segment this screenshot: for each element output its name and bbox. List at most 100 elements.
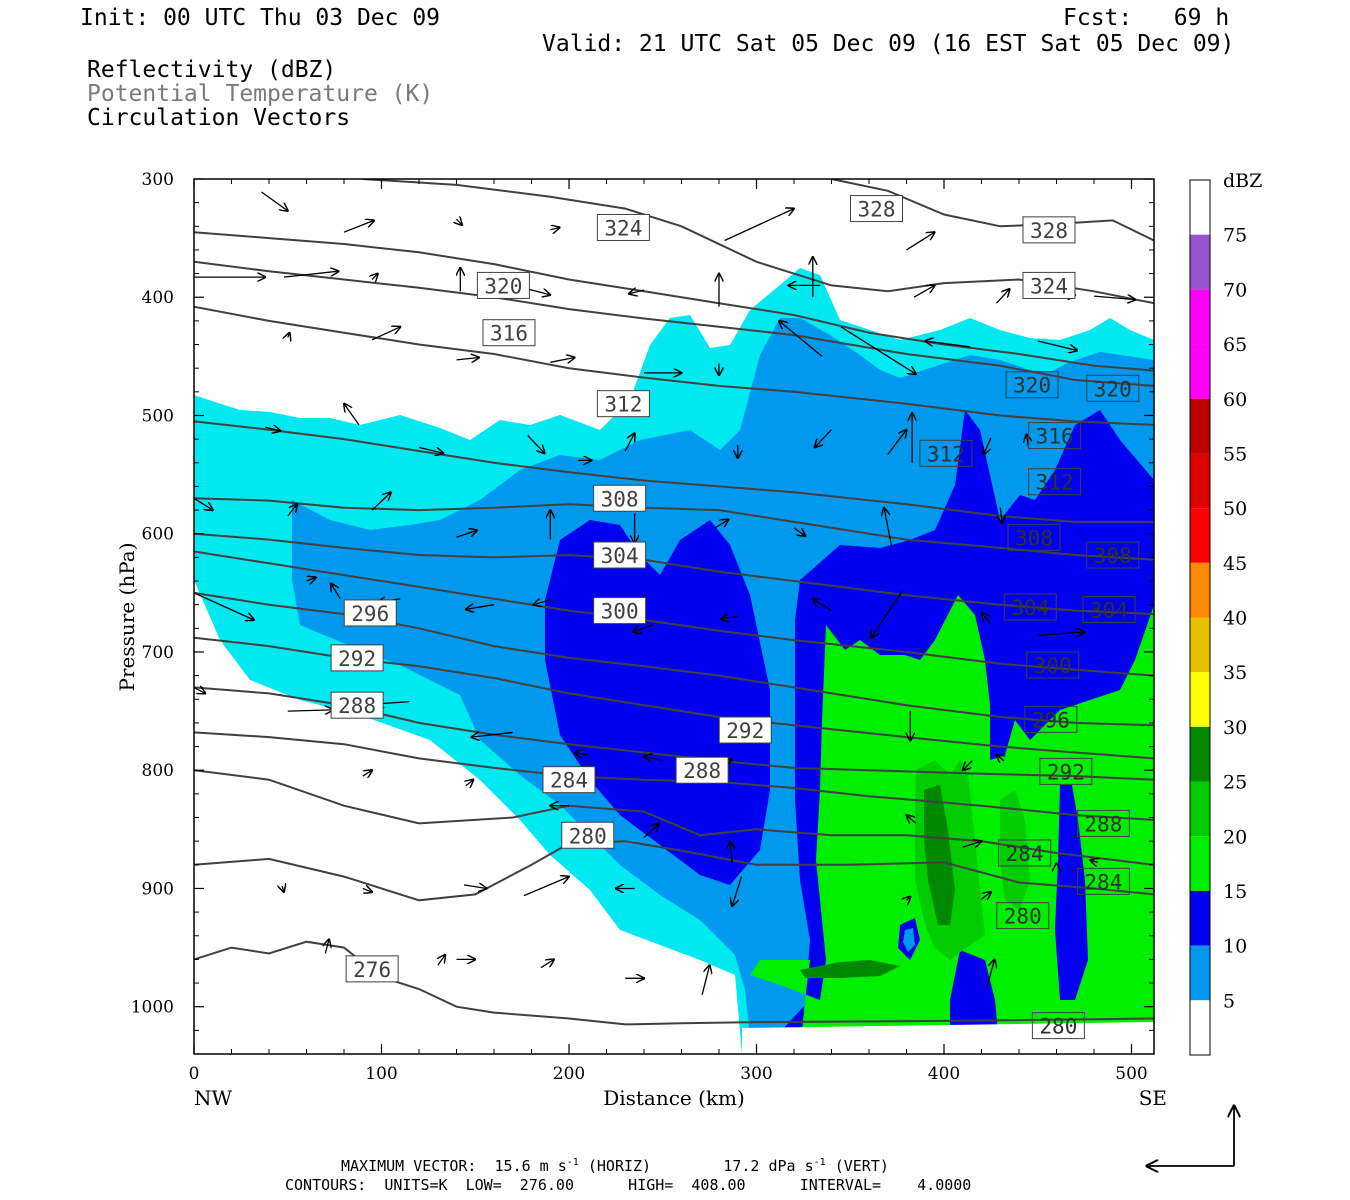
y-tick-label: 500 bbox=[142, 406, 174, 426]
colorbar-cell bbox=[1190, 945, 1210, 1001]
colorbar-cell bbox=[1190, 890, 1210, 946]
field-title-theta: Potential Temperature (K) bbox=[87, 81, 434, 107]
colorbar-label: 75 bbox=[1223, 225, 1247, 247]
theta-label-box bbox=[476, 271, 530, 299]
theta-label-box bbox=[343, 599, 397, 627]
circulation-vector bbox=[550, 358, 574, 363]
circulation-vector bbox=[194, 592, 254, 620]
circulation-vector bbox=[907, 815, 917, 823]
valid-time: Valid: 21 UTC Sat 05 Dec 09 (16 EST Sat … bbox=[542, 31, 1235, 57]
theta-label: 300 bbox=[601, 600, 639, 624]
y-tick-label: 400 bbox=[142, 288, 174, 308]
colorbar-label: 20 bbox=[1223, 826, 1247, 848]
theta-contour-line bbox=[194, 305, 1154, 426]
theta-label-box bbox=[1031, 1012, 1085, 1040]
max-vector-label: MAXIMUM VECTOR: bbox=[341, 1157, 477, 1175]
theta-label-box bbox=[919, 439, 973, 467]
circulation-vector bbox=[721, 617, 738, 619]
theta-contour-line bbox=[194, 260, 1154, 387]
theta-label: 324 bbox=[604, 216, 642, 240]
colorbar-cell bbox=[1190, 562, 1210, 618]
circulation-vector bbox=[306, 578, 316, 582]
circulation-vector bbox=[1037, 340, 1077, 351]
circulation-vector bbox=[963, 760, 973, 770]
theta-label: 308 bbox=[1015, 526, 1053, 550]
theta-label-box bbox=[593, 597, 647, 625]
circulation-vector bbox=[701, 965, 710, 996]
theta-label-box bbox=[596, 213, 650, 241]
circulation-vector bbox=[633, 624, 654, 632]
x-axis-label: Distance (km) bbox=[603, 1086, 745, 1110]
dbz-5-bottom-strip bbox=[742, 1022, 1154, 1054]
circulation-vector bbox=[343, 220, 374, 233]
theta-contour-line bbox=[194, 940, 1154, 1026]
circulation-vector bbox=[550, 228, 559, 230]
theta-contour-line bbox=[831, 179, 1154, 242]
circulation-vector bbox=[983, 437, 992, 455]
circulation-vector bbox=[730, 841, 732, 863]
theta-label-box bbox=[1076, 809, 1130, 837]
theta-label-box bbox=[675, 756, 729, 784]
circulation-vector bbox=[523, 877, 569, 897]
circulation-vector bbox=[472, 732, 513, 737]
circulation-vector bbox=[418, 446, 443, 453]
init-time: Init: 00 UTC Thu 03 Dec 09 bbox=[80, 5, 441, 31]
circulation-vector bbox=[1027, 434, 1029, 447]
dbz-15-column bbox=[1055, 785, 1088, 1000]
theta-label: 280 bbox=[1004, 905, 1042, 929]
circulation-vector bbox=[1090, 860, 1098, 862]
circulation-vector bbox=[466, 605, 495, 610]
theta-label: 304 bbox=[601, 544, 639, 568]
theta-label: 312 bbox=[927, 442, 965, 466]
theta-label-box bbox=[330, 691, 384, 719]
circulation-vector bbox=[371, 327, 400, 341]
circulation-vector bbox=[261, 191, 288, 211]
circulation-vector bbox=[840, 326, 916, 374]
theta-label-box bbox=[1003, 593, 1057, 621]
circulation-vector bbox=[624, 433, 634, 452]
colorbar-label: 55 bbox=[1223, 443, 1247, 465]
theta-label: 288 bbox=[1084, 812, 1122, 836]
circulation-vector bbox=[906, 232, 935, 251]
theta-label-box bbox=[1026, 651, 1080, 679]
circulation-vector bbox=[996, 289, 1010, 304]
theta-label-box bbox=[1007, 523, 1061, 551]
theta-label: 296 bbox=[1032, 708, 1070, 732]
max-vector-line: MAXIMUM VECTOR: 15.6 m s-1 (HORIZ) 17.2 … bbox=[341, 1158, 889, 1174]
circulation-vector bbox=[194, 497, 213, 510]
circulation-vector bbox=[714, 520, 728, 529]
theta-label-box bbox=[330, 644, 384, 672]
circulation-vector bbox=[575, 753, 588, 755]
circulation-vector bbox=[287, 710, 333, 711]
circulation-vector bbox=[371, 492, 391, 511]
circulation-vector bbox=[287, 504, 297, 517]
theta-label-box bbox=[998, 839, 1052, 867]
theta-contour-line bbox=[194, 840, 1154, 902]
colorbar-cell bbox=[1190, 726, 1210, 782]
dbz-10-pocket bbox=[903, 928, 915, 952]
circulation-vector bbox=[724, 209, 794, 242]
theta-label: 292 bbox=[1047, 760, 1085, 784]
theta-label: 296 bbox=[351, 602, 389, 626]
circulation-vector bbox=[466, 780, 474, 786]
theta-label: 320 bbox=[1013, 374, 1051, 398]
circulation-vector bbox=[463, 885, 487, 889]
vert-exponent: -1 bbox=[813, 1157, 826, 1168]
colorbar-cell bbox=[1190, 180, 1210, 235]
theta-label-box bbox=[1082, 595, 1136, 623]
theta-label: 320 bbox=[1094, 377, 1132, 401]
forecast-hour: Fcst: 69 h bbox=[1063, 5, 1230, 31]
colorbar-label: 50 bbox=[1223, 498, 1247, 520]
circulation-vector bbox=[282, 886, 284, 892]
dbz-30-area bbox=[924, 785, 955, 925]
circulation-vector bbox=[913, 285, 935, 298]
circulation-vector bbox=[981, 892, 991, 899]
circulation-vector bbox=[925, 341, 971, 348]
theta-label-box bbox=[345, 955, 399, 983]
y-axis-label: Pressure (hPa) bbox=[115, 543, 139, 692]
circulation-vector bbox=[533, 600, 551, 605]
circulation-vector bbox=[456, 530, 478, 538]
max-vert-unit: (VERT) bbox=[834, 1157, 889, 1175]
colorbar-cell bbox=[1190, 781, 1210, 837]
